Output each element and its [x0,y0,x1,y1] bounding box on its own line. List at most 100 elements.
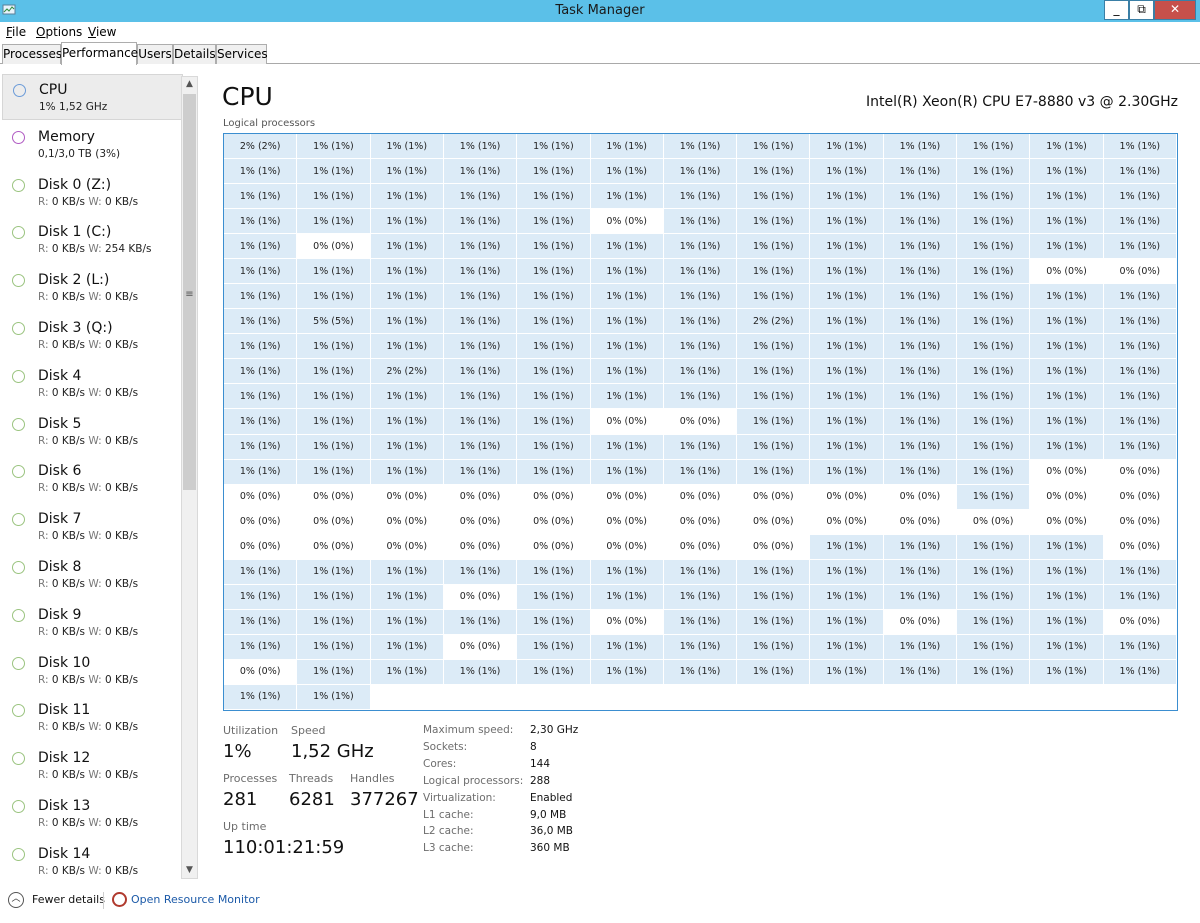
logical-processor-cell: 0% (0%) [297,234,371,260]
logical-processor-cell: 1% (1%) [957,559,1031,585]
sidebar-item-cpu[interactable]: CPU 1% 1,52 GHz [2,74,183,120]
sidebar-item-disk-11[interactable]: Disk 11 R: 0 KB/s W: 0 KB/s [2,695,183,741]
logical-processor-cell: 1% (1%) [224,209,298,235]
logical-processor-cell: 1% (1%) [370,184,444,210]
logical-processor-cell: 1% (1%) [663,284,738,310]
logical-processor-cell: 1% (1%) [370,384,444,410]
logical-processor-cell: 1% (1%) [443,409,518,435]
sidebar-item-disk-4[interactable]: Disk 4 R: 0 KB/s W: 0 KB/s [2,361,183,407]
sidebar-item-disk-9[interactable]: Disk 9 R: 0 KB/s W: 0 KB/s [2,600,183,646]
menu-file-label: ile [12,25,27,39]
logical-processor-cell: 0% (0%) [370,484,444,510]
logical-processor-cell: 1% (1%) [443,184,518,210]
speed-label: Speed [291,724,326,737]
write-value: 0 KB/s [104,769,139,782]
sidebar-item-disk-13[interactable]: Disk 13 R: 0 KB/s W: 0 KB/s [2,791,183,837]
sidebar-item-disk-5[interactable]: Disk 5 R: 0 KB/s W: 0 KB/s [2,409,183,455]
logical-processor-cell: 1% (1%) [590,559,664,585]
spec-value: 9,0 MB [530,809,567,821]
sidebar-item-disk-7[interactable]: Disk 7 R: 0 KB/s W: 0 KB/s [2,504,183,550]
sidebar-item-disk-14[interactable]: Disk 14 R: 0 KB/s W: 0 KB/s [2,839,183,880]
logical-processor-cell: 1% (1%) [957,584,1031,610]
menu-view[interactable]: View [88,25,116,39]
logical-processor-cell: 1% (1%) [737,409,811,435]
minimize-button[interactable]: _ [1104,0,1129,20]
read-value: 0 KB/s [51,578,85,590]
logical-processor-cell: 0% (0%) [737,509,811,535]
logical-processor-cell: 1% (1%) [590,459,664,485]
write-value: 0 KB/s [104,339,139,351]
write-label: W: [88,578,102,590]
utilization-value: 1% [223,741,252,762]
tab-services[interactable]: Services [216,44,268,64]
sidebar-item-name: Disk 8 [38,559,82,575]
read-label: R: [38,625,49,638]
write-value: 0 KB/s [104,578,139,590]
sidebar-item-disk-10[interactable]: Disk 10 R: 0 KB/s W: 0 KB/s [2,648,183,694]
close-button[interactable]: ✕ [1154,0,1196,20]
scroll-up-icon[interactable]: ▲ [186,79,193,89]
logical-processor-cell: 1% (1%) [737,134,811,160]
scroll-down-icon[interactable]: ▼ [186,865,193,875]
status-circle-icon [12,800,25,813]
read-label: R: [38,578,49,590]
chevron-up-icon[interactable]: ︿ [8,892,24,908]
menu-file[interactable]: File [6,25,26,39]
logical-processor-cell: 0% (0%) [1030,484,1104,510]
status-circle-icon [12,178,25,192]
fewer-details-button[interactable]: Fewer details [32,893,105,906]
logical-processor-cell: 1% (1%) [370,134,444,160]
open-resource-monitor-link[interactable]: Open Resource Monitor [131,893,260,906]
logical-processor-cell: 0% (0%) [590,484,664,510]
sidebar-item-disk-3-q[interactable]: Disk 3 (Q:) R: 0 KB/s W: 0 KB/s [2,313,183,359]
logical-processor-cell: 1% (1%) [297,284,371,310]
sidebar-item-disk-1-c[interactable]: Disk 1 (C:) R: 0 KB/s W: 254 KB/s [2,217,183,263]
logical-processor-cell: 0% (0%) [443,509,518,535]
sidebar-item-disk-8[interactable]: Disk 8 R: 0 KB/s W: 0 KB/s [2,552,183,598]
window-title: Task Manager [555,3,645,18]
scroll-thumb[interactable]: ≡ [183,94,196,490]
menu-options[interactable]: Options [36,25,82,39]
logical-processor-cell: 1% (1%) [224,434,298,460]
logical-processor-cell: 1% (1%) [810,459,884,485]
sidebar-item-disk-2-l[interactable]: Disk 2 (L:) R: 0 KB/s W: 0 KB/s [2,265,183,311]
status-circle-icon [12,513,25,527]
maximize-button[interactable]: ⧉ [1129,0,1154,20]
logical-processor-cell: 0% (0%) [1103,509,1177,535]
read-value: 0 KB/s [51,673,85,686]
tab-processes[interactable]: Processes [2,44,62,64]
logical-processor-cell: 1% (1%) [1030,534,1104,560]
sidebar-item-name: Disk 2 (L:) [38,272,110,289]
tab-users[interactable]: Users [137,44,173,64]
logical-processor-cell: 1% (1%) [590,634,664,660]
read-label: R: [38,482,49,495]
tab-details[interactable]: Details [173,44,216,64]
write-label: W: [88,673,102,686]
logical-processor-cell: 1% (1%) [224,409,298,435]
sidebar-item-disk-0-z[interactable]: Disk 0 (Z:) R: 0 KB/s W: 0 KB/s [2,170,183,216]
logical-processor-cell: 1% (1%) [1030,359,1104,385]
sidebar-item-disk-6[interactable]: Disk 6 R: 0 KB/s W: 0 KB/s [2,456,183,502]
logical-processor-cell: 1% (1%) [810,584,884,610]
logical-processor-cell: 0% (0%) [224,659,298,685]
tab-performance[interactable]: Performance [61,42,138,65]
logical-processor-cell: 1% (1%) [224,684,298,710]
logical-processor-cell: 1% (1%) [810,434,884,460]
logical-processor-cell: 1% (1%) [957,384,1031,410]
resource-monitor-icon[interactable] [112,892,127,907]
spec-value: 36,0 MB [530,825,573,837]
logical-processor-cell: 1% (1%) [1030,409,1104,435]
logical-processor-cell: 1% (1%) [957,159,1031,185]
logical-processor-cell: 0% (0%) [1030,259,1104,285]
logical-processor-cell: 0% (0%) [517,484,591,510]
sidebar-scrollbar[interactable]: ▲ ≡ ▼ [181,76,198,879]
logical-processors-caption: Logical processors [223,118,316,129]
logical-processor-cell: 1% (1%) [224,259,298,285]
status-circle-icon [12,847,25,861]
logical-processor-cell: 1% (1%) [663,459,738,485]
sidebar-item-detail: 1% 1,52 GHz [39,101,108,113]
logical-processor-cell: 1% (1%) [810,184,884,210]
sidebar-item-memory[interactable]: Memory 0,1/3,0 TB (3%) [2,122,183,168]
logical-processor-cell: 1% (1%) [1030,584,1104,610]
sidebar-item-disk-12[interactable]: Disk 12 R: 0 KB/s W: 0 KB/s [2,743,183,789]
